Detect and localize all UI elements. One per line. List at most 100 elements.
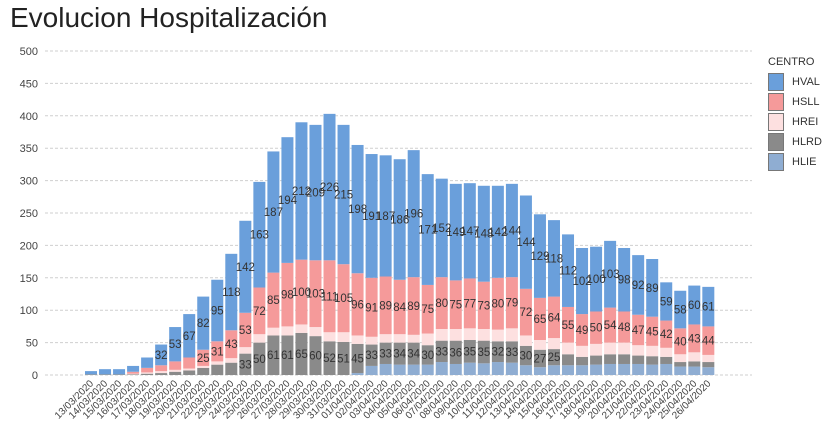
bar-segment-hrei bbox=[632, 345, 645, 356]
bar-segment-hlie bbox=[407, 364, 420, 375]
bar-segment-hval bbox=[491, 185, 504, 278]
legend-label: HREI bbox=[792, 116, 819, 128]
bar-segment-hlie bbox=[491, 362, 504, 375]
bar-segment-hrei bbox=[351, 335, 364, 344]
bar-segment-hlie bbox=[590, 364, 603, 375]
bar-segment-hsll bbox=[519, 288, 532, 336]
data-label: 47 bbox=[632, 325, 645, 337]
bar-segment-hrei bbox=[562, 342, 575, 355]
y-tick-label: 350 bbox=[20, 143, 38, 155]
bar-segment-hlrd bbox=[576, 356, 589, 366]
data-label: 82 bbox=[197, 318, 210, 330]
bar-segment-hlrd bbox=[519, 345, 532, 366]
bar-segment-hsll bbox=[449, 280, 462, 329]
legend-swatch bbox=[768, 93, 784, 111]
data-label: 91 bbox=[365, 302, 378, 314]
legend-item-hval: HVAL bbox=[762, 72, 822, 92]
bar-segment-hsll bbox=[590, 311, 603, 344]
data-label: 58 bbox=[674, 305, 687, 317]
bar-segment-hlrd bbox=[141, 373, 154, 375]
bar-segment-hlrd bbox=[407, 342, 420, 365]
data-label: 72 bbox=[253, 306, 266, 318]
data-label: 77 bbox=[463, 298, 476, 310]
data-label: 186 bbox=[390, 214, 409, 226]
data-label: 105 bbox=[334, 293, 353, 305]
bar-segment-hsll bbox=[533, 297, 546, 341]
bar-segment-hrei bbox=[323, 332, 336, 342]
bar-segment-hlie bbox=[618, 363, 631, 375]
data-label: 30 bbox=[421, 350, 434, 362]
data-label: 95 bbox=[211, 306, 224, 318]
bar-segment-hlrd bbox=[169, 371, 182, 375]
data-label: 34 bbox=[407, 349, 420, 361]
bar-segment-hlrd bbox=[295, 332, 308, 375]
legend-swatch bbox=[768, 153, 784, 171]
bar-segment-hlie bbox=[435, 362, 448, 375]
bar-segment-hsll bbox=[379, 276, 392, 335]
bar-segment-hrei bbox=[618, 342, 631, 355]
data-label: 196 bbox=[404, 209, 423, 221]
bar-segment-hval bbox=[576, 247, 589, 315]
bar-segment-hsll bbox=[547, 296, 560, 339]
data-label: 147 bbox=[460, 226, 479, 238]
chart-title: Evolucion Hospitalización bbox=[10, 2, 328, 33]
data-label: 32 bbox=[155, 350, 168, 362]
legend-label: HSLL bbox=[792, 96, 820, 108]
data-label: 52 bbox=[323, 353, 336, 365]
bar-segment-hlrd bbox=[85, 374, 97, 375]
data-label: 33 bbox=[435, 346, 448, 358]
bar-segment-hrei bbox=[576, 345, 589, 357]
y-tick-label: 50 bbox=[26, 338, 38, 350]
data-label: 84 bbox=[393, 302, 406, 314]
bar-segment-hsll bbox=[660, 320, 673, 348]
data-label: 142 bbox=[236, 262, 255, 274]
bar-segment-hval bbox=[604, 240, 617, 308]
bar-segment-hlie bbox=[646, 364, 659, 375]
data-label: 59 bbox=[660, 296, 673, 308]
bar-segment-hrei bbox=[491, 329, 504, 342]
bar-segment-hlie bbox=[547, 365, 560, 375]
bar-segment-hval bbox=[281, 137, 294, 263]
bar-segment-hrei bbox=[449, 328, 462, 341]
bar-segment-hsll bbox=[477, 281, 490, 329]
bar-segment-hlrd bbox=[674, 362, 687, 367]
bar-segment-hlrd bbox=[225, 362, 238, 375]
bar-segment-hval bbox=[519, 195, 532, 289]
data-label: 226 bbox=[320, 182, 339, 194]
bar-segment-hval bbox=[660, 282, 673, 321]
legend-swatch bbox=[768, 73, 784, 91]
bar-segment-hrei bbox=[646, 345, 659, 357]
data-label: 187 bbox=[264, 207, 283, 219]
data-label: 65 bbox=[534, 314, 547, 326]
bar-segment-hrei bbox=[267, 327, 280, 336]
bar-segment-hrei bbox=[604, 342, 617, 355]
bar-segment-hsll bbox=[618, 311, 631, 343]
data-label: 118 bbox=[545, 253, 563, 265]
bar-segment-hlie bbox=[365, 365, 378, 375]
data-label: 61 bbox=[267, 350, 280, 362]
bar-segment-hrei bbox=[393, 334, 406, 343]
data-label: 100 bbox=[586, 274, 605, 286]
bar-segment-hrei bbox=[281, 326, 294, 336]
bar-segment-hlrd bbox=[505, 341, 518, 363]
bar-segment-hval bbox=[155, 344, 168, 366]
data-label: 163 bbox=[250, 230, 269, 242]
legend-title: CENTRO bbox=[768, 56, 815, 68]
bar-segment-hlie bbox=[379, 363, 392, 375]
y-tick-label: 300 bbox=[20, 176, 38, 188]
bar-segment-hlie bbox=[632, 363, 645, 375]
data-label: 65 bbox=[295, 349, 308, 361]
bar-segment-hlie bbox=[505, 362, 518, 375]
legend-swatch bbox=[768, 113, 784, 131]
y-tick-label: 150 bbox=[20, 273, 38, 285]
bar-segment-hlrd bbox=[337, 341, 350, 375]
bar-segment-hlrd bbox=[211, 364, 224, 375]
bar-segment-hsll bbox=[141, 367, 154, 373]
data-label: 48 bbox=[618, 322, 631, 334]
data-label: 33 bbox=[365, 350, 378, 362]
bar-segment-hlrd bbox=[281, 335, 294, 375]
bar-segment-hval bbox=[379, 155, 392, 277]
bar-segment-hlrd bbox=[309, 336, 322, 375]
bar-segment-hlrd bbox=[604, 354, 617, 364]
bar-segment-hsll bbox=[435, 277, 448, 329]
